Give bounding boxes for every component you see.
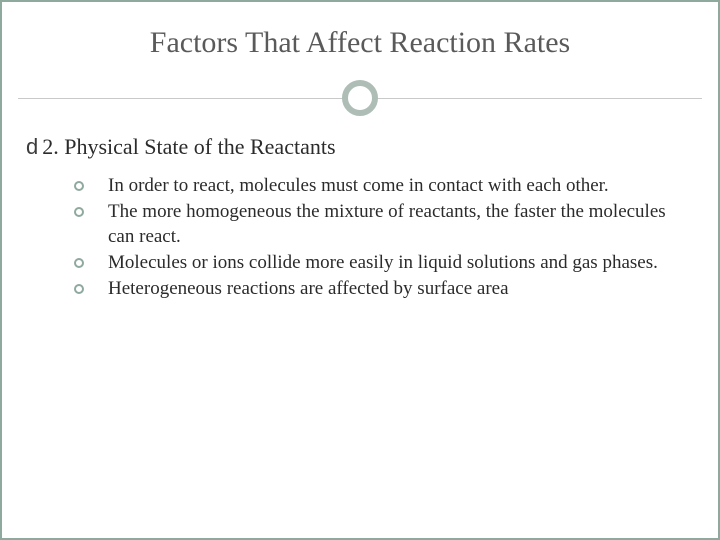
list-item-text: In order to react, molecules must come i… [108,174,609,198]
list-item-text: The more homogeneous the mixture of reac… [108,200,678,249]
list-item: Heterogeneous reactions are affected by … [74,277,678,301]
bullet-circle-icon [74,181,84,191]
bullet-list: In order to react, molecules must come i… [26,174,678,302]
subheading-row: d 2. Physical State of the Reactants [26,134,678,160]
subheading-text: 2. Physical State of the Reactants [42,134,335,160]
bullet-circle-icon [74,207,84,217]
bullet-circle-icon [74,258,84,268]
title-divider [2,78,718,118]
slide-title: Factors That Affect Reaction Rates [2,2,718,78]
subheading-bullet-icon: d [26,134,38,160]
list-item: The more homogeneous the mixture of reac… [74,200,678,249]
divider-ring-icon [342,80,378,116]
list-item-text: Heterogeneous reactions are affected by … [108,277,509,301]
list-item-text: Molecules or ions collide more easily in… [108,251,658,275]
slide-frame: Factors That Affect Reaction Rates d 2. … [0,0,720,540]
content-area: d 2. Physical State of the Reactants In … [2,134,718,302]
list-item: Molecules or ions collide more easily in… [74,251,678,275]
list-item: In order to react, molecules must come i… [74,174,678,198]
bullet-circle-icon [74,284,84,294]
